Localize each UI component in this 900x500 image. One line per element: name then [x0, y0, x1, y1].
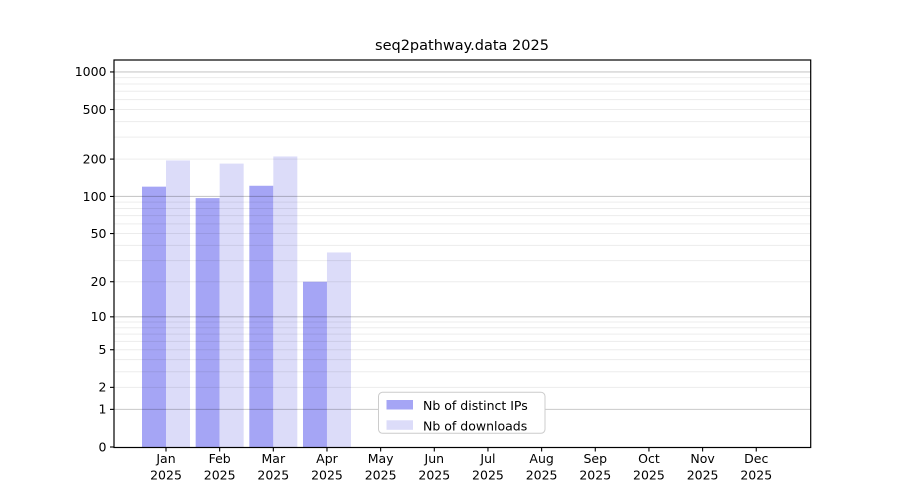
x-tick-label-year: 2025	[418, 468, 450, 483]
x-tick-label-month: Aug	[529, 451, 553, 466]
bar-ips-apr	[302, 281, 327, 448]
bar-ips-jan	[142, 186, 166, 448]
bar-ips-mar	[249, 185, 274, 448]
legend: Nb of distinct IPs Nb of downloads	[378, 391, 546, 434]
bar-downloads-jan	[166, 160, 190, 448]
x-tick-label-month: Nov	[690, 451, 715, 466]
y-tick-label: 50	[91, 226, 107, 241]
x-tick-label-month: Jul	[479, 451, 495, 466]
y-tick-label: 20	[91, 274, 107, 289]
axes-layer: 0 1 2 5 10 20 50 100 200 500 1000 Jan 2025 Feb 2025 Mar…	[75, 59, 812, 483]
x-tick-label-year: 2025	[365, 468, 397, 483]
plot-border	[113, 59, 812, 449]
legend-swatch-downloads	[386, 420, 413, 430]
x-tick-label-year: 2025	[740, 468, 772, 483]
legend-box	[378, 391, 546, 434]
y-tick-label: 5	[99, 342, 107, 357]
x-tick-label-month: Sep	[583, 451, 607, 466]
legend-label-downloads: Nb of downloads	[423, 418, 527, 433]
chart-title: seq2pathway.data 2025	[375, 38, 549, 54]
y-tick-label: 100	[83, 189, 107, 204]
legend-label-distinct-ips: Nb of distinct IPs	[423, 398, 528, 413]
x-tick-label-month: Oct	[638, 451, 660, 466]
x-tick-label-year: 2025	[204, 468, 236, 483]
bar-downloads-feb	[219, 163, 244, 448]
bar-downloads-apr	[326, 252, 351, 448]
gridlines-layer	[114, 71, 811, 410]
bar-ips-feb	[195, 198, 220, 448]
x-tick-label-year: 2025	[257, 468, 289, 483]
x-tick-label-month: Jun	[424, 451, 445, 466]
y-tick-label: 500	[83, 102, 107, 117]
x-tick-label-year: 2025	[633, 468, 665, 483]
legend-swatch-distinct-ips	[386, 400, 413, 410]
y-tick-label: 1	[99, 402, 107, 417]
y-tick-label: 10	[91, 309, 107, 324]
x-tick-label-month: May	[368, 451, 394, 466]
x-tick-label-year: 2025	[311, 468, 343, 483]
x-tick-label-month: Dec	[744, 451, 768, 466]
x-tick-label-month: Jan	[155, 451, 175, 466]
x-tick-label-year: 2025	[526, 468, 558, 483]
x-tick-label-month: Feb	[209, 451, 231, 466]
x-tick-label-year: 2025	[150, 468, 182, 483]
x-tick-label-year: 2025	[687, 468, 719, 483]
bars-layer	[142, 156, 351, 448]
x-tick-label-year: 2025	[579, 468, 611, 483]
y-tick-label: 0	[99, 439, 107, 454]
bar-downloads-mar	[273, 156, 298, 448]
x-tick-label-month: Apr	[316, 451, 338, 466]
y-tick-label: 200	[83, 151, 107, 166]
y-tick-label: 1000	[75, 64, 107, 79]
x-tick-label-month: Mar	[262, 451, 286, 466]
y-tick-label: 2	[99, 380, 107, 395]
x-tick-label-year: 2025	[472, 468, 504, 483]
